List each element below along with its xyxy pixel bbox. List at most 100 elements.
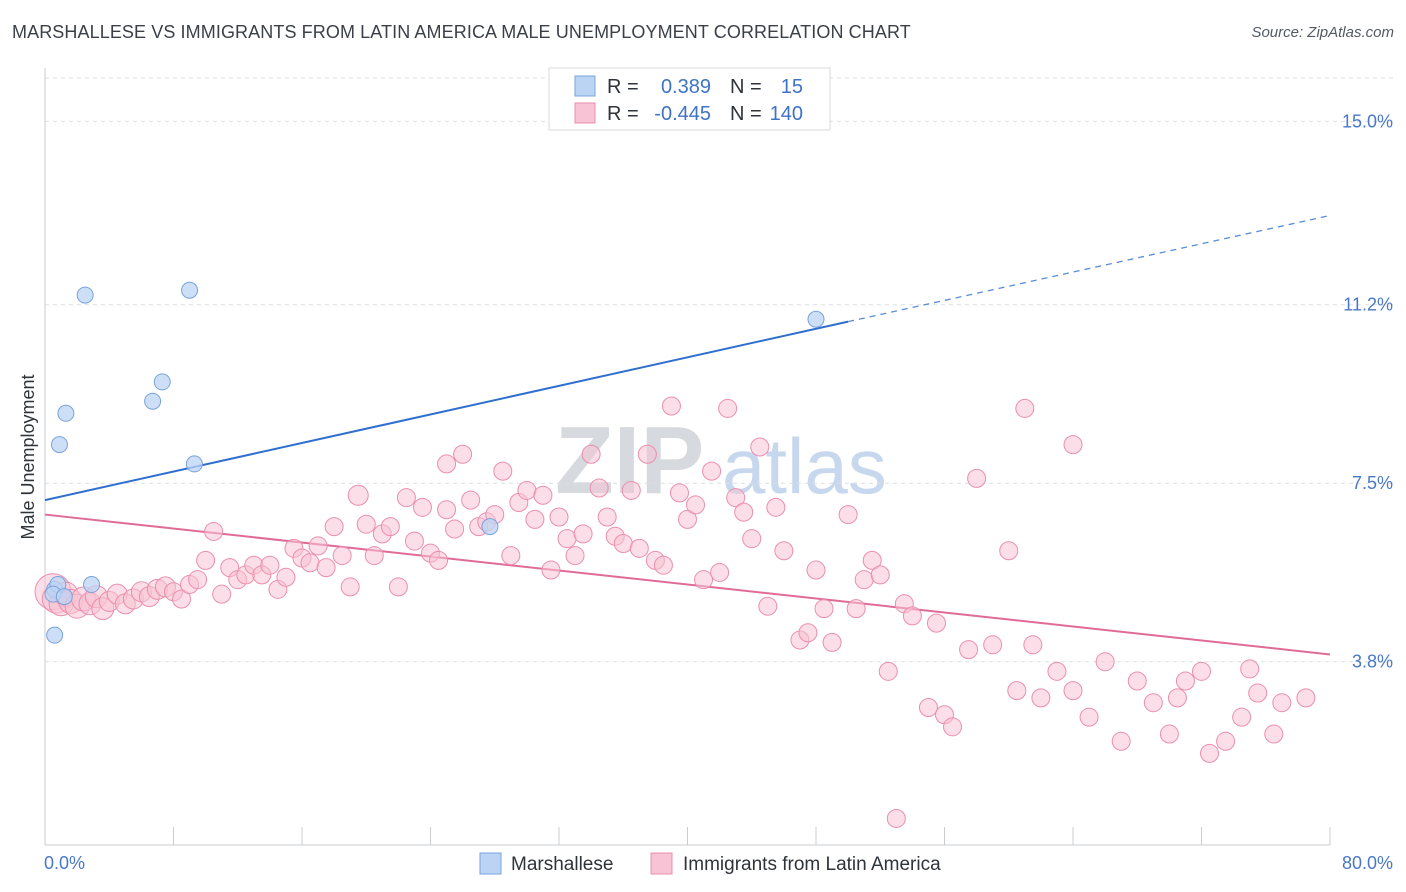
marshallese-point-2 [57, 404, 75, 422]
marshallese-point-10 [55, 588, 73, 606]
latin-america-point-60 [493, 461, 513, 481]
latin-america-point-66 [541, 560, 561, 580]
latin-america-point-112 [943, 717, 963, 737]
marshallese-point-3 [50, 436, 68, 454]
latin-america-point-124 [1063, 435, 1083, 455]
latin-america-point-128 [1143, 693, 1163, 713]
latin-america-point-71 [581, 444, 601, 464]
bottom-legend-swatch-latin-america [650, 852, 673, 875]
latin-america-point-64 [525, 509, 545, 529]
marshallese-point-14 [807, 310, 825, 328]
latin-america-point-54 [437, 454, 457, 474]
x-tick-labels: 0.0% 80.0% [44, 853, 1393, 873]
legend-swatch-marshallese [574, 75, 596, 97]
latin-america-point-41 [347, 484, 369, 506]
marshallese-point-0 [76, 286, 94, 304]
latin-america-point-135 [1232, 707, 1252, 727]
data-points [34, 281, 1316, 828]
latin-america-point-67 [549, 507, 569, 527]
latin-america-point-136 [1240, 659, 1260, 679]
latin-america-point-48 [404, 531, 424, 551]
latin-america-point-131 [1175, 671, 1195, 691]
latin-america-point-45 [380, 517, 400, 537]
latin-america-point-87 [710, 562, 730, 582]
latin-america-point-21 [188, 570, 208, 590]
latin-america-point-110 [926, 613, 946, 633]
latin-america-point-55 [453, 444, 473, 464]
marshallese-trend-line [44, 320, 849, 502]
legend-swatch-latin-america [574, 102, 596, 124]
latin-america-point-39 [332, 546, 352, 566]
latin-america-point-22 [196, 550, 216, 570]
x-tick-label-max: 80.0% [1342, 853, 1393, 873]
latin-america-point-91 [742, 529, 762, 549]
latin-america-point-49 [412, 497, 432, 517]
latin-america-point-118 [1023, 635, 1043, 655]
latin-america-point-106 [878, 661, 898, 681]
latin-america-point-117 [1007, 681, 1027, 701]
legend-top: R = 0.389 N = 15 R = -0.445 N = 140 [548, 67, 831, 131]
latin-america-point-125 [1095, 652, 1115, 672]
legend-n-label-2: N = [730, 103, 762, 125]
latin-america-point-99 [814, 599, 834, 619]
latin-america-point-40 [340, 577, 360, 597]
latin-america-point-92 [750, 437, 770, 457]
latin-america-point-32 [276, 567, 296, 587]
latin-america-trend-line [44, 513, 1331, 656]
latin-america-point-83 [678, 509, 697, 529]
y-tick-labels: 3.8% 7.5% 11.2% 15.0% [1342, 111, 1393, 671]
latin-america-point-95 [774, 541, 794, 561]
marshallese-point-1 [181, 281, 199, 299]
latin-america-point-23 [204, 521, 224, 541]
latin-america-point-68 [557, 529, 577, 549]
latin-america-point-81 [661, 396, 681, 416]
latin-america-point-85 [694, 570, 714, 590]
latin-america-point-94 [766, 497, 786, 517]
latin-america-point-101 [838, 505, 858, 525]
legend-r-value-2: -0.445 [654, 103, 711, 125]
latin-america-point-52 [437, 500, 457, 520]
legend-n-value-2: 140 [770, 103, 803, 125]
latin-america-point-104 [862, 550, 882, 570]
latin-america-point-51 [429, 550, 449, 570]
latin-america-point-70 [573, 524, 593, 544]
latin-america-point-90 [734, 502, 754, 522]
y-tick-label-0: 3.8% [1352, 652, 1393, 672]
latin-america-point-76 [621, 480, 641, 500]
latin-america-point-77 [629, 538, 649, 558]
marshallese-point-11 [83, 576, 101, 594]
latin-america-point-141 [886, 808, 906, 828]
latin-america-point-78 [637, 444, 657, 464]
latin-america-point-65 [533, 485, 553, 505]
watermark: ZIP atlas [555, 407, 887, 514]
trend-lines [44, 214, 1331, 656]
legend-r-label-1: R = [607, 76, 639, 98]
latin-america-point-82 [669, 483, 689, 503]
latin-america-point-19 [172, 589, 192, 609]
y-tick-label-2: 11.2% [1343, 295, 1393, 315]
latin-america-point-80 [653, 555, 673, 575]
latin-america-point-127 [1127, 671, 1147, 691]
latin-america-point-113 [959, 640, 979, 660]
latin-america-point-88 [718, 398, 738, 418]
latin-america-point-119 [1031, 688, 1051, 708]
latin-america-point-109 [918, 698, 938, 718]
marshallese-point-6 [185, 455, 203, 473]
latin-america-point-72 [589, 478, 609, 498]
axes [44, 68, 1331, 846]
latin-america-point-100 [822, 632, 842, 652]
latin-america-point-43 [364, 546, 384, 566]
watermark-atlas: atlas [722, 422, 887, 510]
marshallese-trend-extension [847, 214, 1331, 323]
latin-america-point-97 [798, 623, 818, 643]
latin-america-point-126 [1111, 731, 1131, 751]
latin-america-point-121 [1063, 681, 1083, 701]
latin-america-point-115 [983, 635, 1003, 655]
latin-america-point-61 [501, 546, 521, 566]
latin-america-point-116 [999, 541, 1019, 561]
latin-america-point-38 [324, 517, 344, 537]
latin-america-point-53 [445, 519, 465, 539]
latin-america-point-93 [758, 596, 778, 616]
latin-america-point-105 [870, 565, 890, 585]
